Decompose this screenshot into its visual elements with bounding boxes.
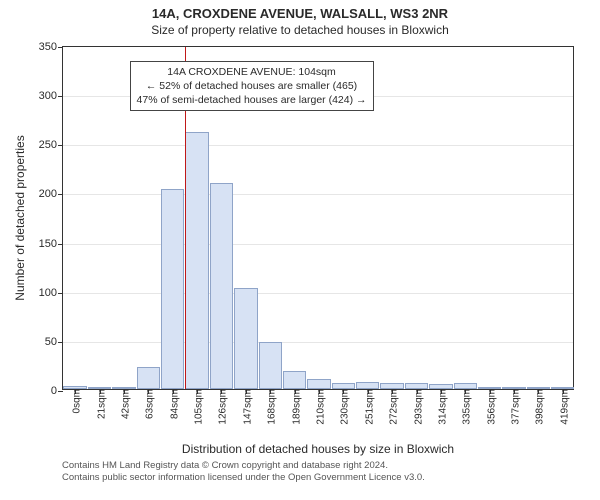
xtick-label: 168sqm	[263, 389, 278, 425]
xtick-label: 210sqm	[312, 389, 327, 425]
ytick-label: 300	[39, 90, 63, 102]
x-axis-label: Distribution of detached houses by size …	[182, 442, 454, 456]
xtick-label: 0sqm	[68, 389, 83, 413]
histogram-bar	[210, 183, 233, 389]
chart-container: 14A, CROXDENE AVENUE, WALSALL, WS3 2NR S…	[0, 0, 600, 500]
xtick-label: 63sqm	[141, 389, 156, 419]
xtick-label: 398sqm	[531, 389, 546, 425]
xtick-label: 42sqm	[116, 389, 131, 419]
xtick-label: 419sqm	[555, 389, 570, 425]
page-title: 14A, CROXDENE AVENUE, WALSALL, WS3 2NR	[0, 0, 600, 21]
xtick-label: 84sqm	[165, 389, 180, 419]
histogram-bar	[234, 288, 257, 389]
plot-area: 0501001502002503003500sqm21sqm42sqm63sqm…	[62, 46, 574, 390]
xtick-label: 230sqm	[336, 389, 351, 425]
histogram-bar	[137, 367, 160, 389]
xtick-label: 21sqm	[92, 389, 107, 419]
xtick-label: 147sqm	[238, 389, 253, 425]
annotation-line: 14A CROXDENE AVENUE: 104sqm	[137, 65, 367, 79]
histogram-bar	[161, 189, 184, 389]
xtick-label: 272sqm	[385, 389, 400, 425]
histogram-bar	[283, 371, 306, 389]
xtick-label: 335sqm	[458, 389, 473, 425]
gridline	[63, 342, 573, 343]
histogram-bar	[356, 382, 379, 389]
xtick-label: 314sqm	[433, 389, 448, 425]
ytick-label: 350	[39, 41, 63, 53]
annotation-line: ← 52% of detached houses are smaller (46…	[137, 79, 367, 93]
ytick-label: 150	[39, 238, 63, 250]
footer-line-1: Contains HM Land Registry data © Crown c…	[62, 460, 425, 472]
gridline	[63, 194, 573, 195]
ytick-label: 250	[39, 139, 63, 151]
xtick-label: 356sqm	[482, 389, 497, 425]
ytick-label: 100	[39, 287, 63, 299]
annotation-box: 14A CROXDENE AVENUE: 104sqm← 52% of deta…	[130, 61, 374, 112]
xtick-label: 126sqm	[214, 389, 229, 425]
xtick-label: 293sqm	[409, 389, 424, 425]
y-axis-label: Number of detached properties	[13, 135, 27, 300]
gridline	[63, 244, 573, 245]
histogram-bar	[259, 342, 282, 389]
histogram-bar	[185, 132, 208, 390]
ytick-label: 50	[45, 336, 63, 348]
gridline	[63, 145, 573, 146]
histogram-bar	[307, 379, 330, 389]
xtick-label: 377sqm	[507, 389, 522, 425]
ytick-label: 0	[51, 385, 63, 397]
annotation-line: 47% of semi-detached houses are larger (…	[137, 93, 367, 107]
ytick-label: 200	[39, 188, 63, 200]
xtick-label: 189sqm	[287, 389, 302, 425]
gridline	[63, 293, 573, 294]
xtick-label: 105sqm	[190, 389, 205, 425]
footer-line-2: Contains public sector information licen…	[62, 472, 425, 484]
footer-attribution: Contains HM Land Registry data © Crown c…	[62, 460, 425, 485]
chart-subtitle: Size of property relative to detached ho…	[0, 21, 600, 37]
xtick-label: 251sqm	[360, 389, 375, 425]
